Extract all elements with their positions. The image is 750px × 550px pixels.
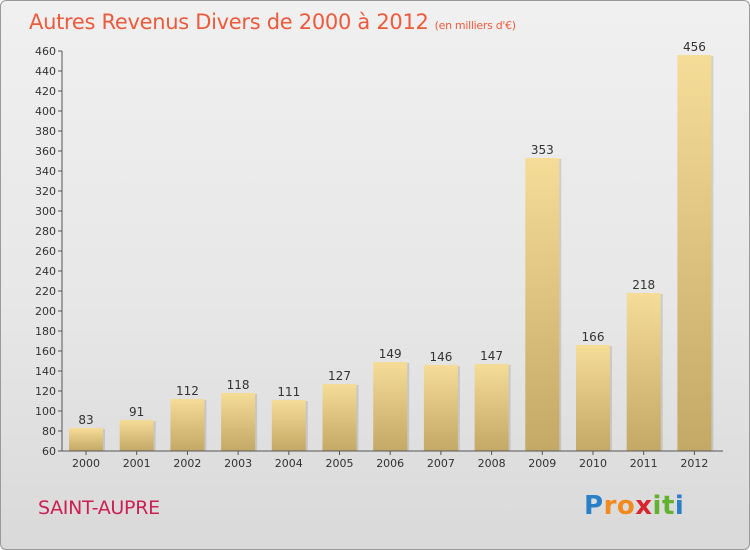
x-tick-label: 2002 bbox=[173, 457, 201, 470]
bar-value-label: 353 bbox=[531, 143, 554, 157]
x-tick-label: 2001 bbox=[123, 457, 151, 470]
y-tick-label: 60 bbox=[42, 445, 56, 458]
logo-letter: x bbox=[635, 491, 653, 521]
y-tick-label: 380 bbox=[35, 125, 56, 138]
x-tick-label: 2011 bbox=[630, 457, 658, 470]
y-tick-label: 100 bbox=[35, 405, 56, 418]
bar bbox=[626, 293, 661, 451]
y-tick-label: 200 bbox=[35, 305, 56, 318]
y-tick-label: 280 bbox=[35, 225, 56, 238]
bar-value-label: 166 bbox=[582, 330, 605, 344]
x-tick-label: 2000 bbox=[72, 457, 100, 470]
y-tick-label: 400 bbox=[35, 105, 56, 118]
bar-value-label: 146 bbox=[429, 350, 452, 364]
bar bbox=[170, 399, 205, 451]
bar bbox=[119, 420, 154, 451]
y-tick-label: 260 bbox=[35, 245, 56, 258]
bar bbox=[69, 428, 103, 451]
bars: 83 91 112 118 111 127 149 146 147 353 166 218 456 bbox=[69, 40, 714, 451]
y-tick-label: 160 bbox=[35, 345, 56, 358]
y-tick-label: 80 bbox=[42, 425, 56, 438]
bar bbox=[525, 158, 560, 451]
proxiti-logo: Proxiti bbox=[584, 491, 684, 521]
x-axis: 2000 2001 2002 2003 2004 2005 2006 2007 2008 2009… bbox=[62, 450, 723, 470]
bar-value-label: 118 bbox=[227, 378, 250, 392]
bar-value-label: 147 bbox=[480, 349, 503, 363]
x-tick-label: 2003 bbox=[224, 457, 252, 470]
y-tick-label: 140 bbox=[35, 365, 56, 378]
y-tick-label: 320 bbox=[35, 185, 56, 198]
x-tick-label: 2010 bbox=[579, 457, 607, 470]
y-tick-label: 420 bbox=[35, 85, 56, 98]
x-tick-label: 2005 bbox=[326, 457, 354, 470]
chart-title: Autres Revenus Divers de 2000 à 2012 (en … bbox=[29, 10, 516, 34]
bar-value-label: 112 bbox=[176, 384, 199, 398]
logo-letter: i bbox=[652, 491, 662, 521]
title-text: Autres Revenus Divers de 2000 à 2012 bbox=[29, 10, 429, 34]
y-tick-label: 180 bbox=[35, 325, 56, 338]
logo-letter: o bbox=[616, 491, 636, 521]
bar bbox=[373, 362, 408, 451]
y-tick-label: 360 bbox=[35, 145, 56, 158]
x-tick-label: 2009 bbox=[528, 457, 556, 470]
bar bbox=[322, 384, 357, 451]
logo-letter: t bbox=[661, 491, 675, 521]
bar-value-label: 91 bbox=[129, 405, 144, 419]
y-axis: 60 80 100 120 140 160 180 200 220 240 260 280 300 320… bbox=[35, 45, 63, 458]
x-tick-label: 2004 bbox=[275, 457, 303, 470]
bar bbox=[474, 364, 509, 451]
x-tick-label: 2006 bbox=[376, 457, 404, 470]
bar-value-label: 127 bbox=[328, 369, 351, 383]
x-tick-label: 2007 bbox=[427, 457, 455, 470]
bar bbox=[576, 345, 610, 451]
y-tick-label: 120 bbox=[35, 385, 56, 398]
bar bbox=[271, 400, 306, 451]
bar bbox=[423, 365, 458, 451]
bar-value-label: 149 bbox=[379, 347, 402, 361]
bar bbox=[221, 393, 256, 451]
y-tick-label: 300 bbox=[35, 205, 56, 218]
x-tick-label: 2008 bbox=[478, 457, 506, 470]
title-unit: (en milliers d'€) bbox=[434, 19, 516, 32]
bar-value-label: 218 bbox=[632, 278, 655, 292]
bar-value-label: 111 bbox=[277, 385, 300, 399]
y-tick-label: 340 bbox=[35, 165, 56, 178]
bar-value-label: 456 bbox=[683, 40, 706, 54]
logo-letter: r bbox=[603, 491, 617, 521]
logo-letter: i bbox=[674, 491, 685, 521]
y-tick-label: 460 bbox=[35, 45, 56, 58]
logo-letter: P bbox=[584, 491, 604, 521]
bar bbox=[677, 55, 712, 451]
x-tick-label: 2012 bbox=[680, 457, 708, 470]
place-name: SAINT-AUPRE bbox=[38, 497, 160, 519]
y-tick-label: 240 bbox=[35, 265, 56, 278]
y-tick-label: 440 bbox=[35, 65, 56, 78]
y-tick-label: 220 bbox=[35, 285, 56, 298]
bar-value-label: 83 bbox=[78, 413, 93, 427]
